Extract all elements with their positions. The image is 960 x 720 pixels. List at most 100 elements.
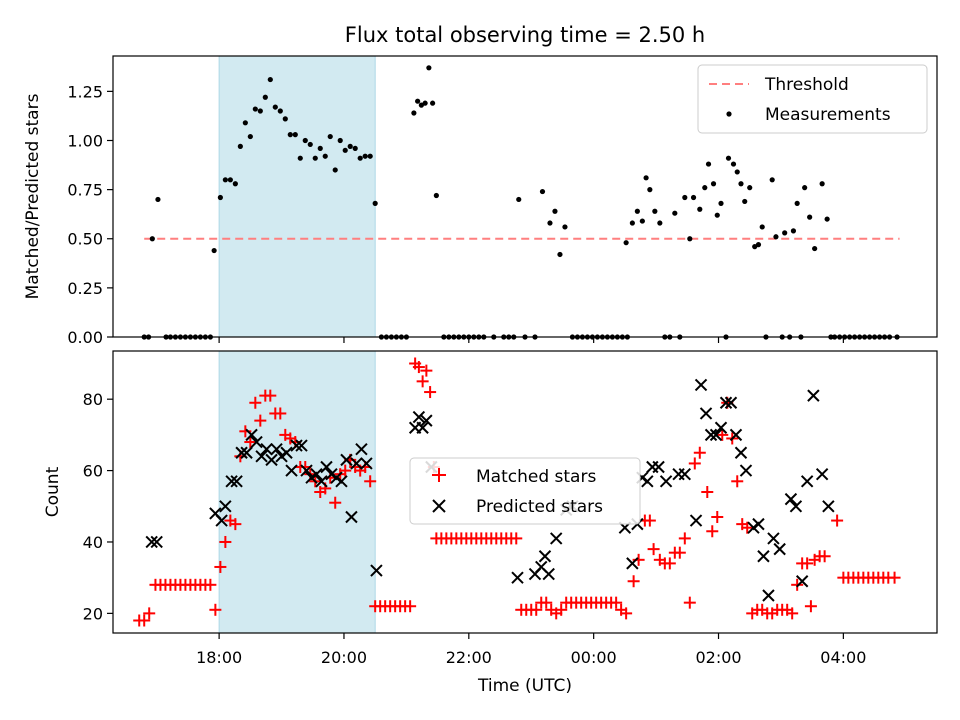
measurement-point <box>639 218 645 224</box>
measurement-point <box>794 200 800 206</box>
top-legend: Threshold Measurements <box>697 64 928 134</box>
matched-star-point <box>647 543 660 556</box>
legend-measurements-swatch <box>726 111 732 117</box>
measurement-point <box>539 188 546 195</box>
measurement-point <box>332 167 338 173</box>
measurement-point <box>211 247 217 254</box>
predicted-star-point <box>752 517 765 531</box>
predicted-star-point <box>285 464 298 477</box>
predicted-star-point <box>724 396 738 409</box>
bottom-legend-frame <box>409 457 641 525</box>
predicted-star-point <box>225 475 238 488</box>
matched-star-point <box>731 475 744 488</box>
predicted-star-point <box>550 532 563 545</box>
matched-star-point <box>673 546 686 559</box>
measurement-point <box>322 153 328 159</box>
measurement-point <box>557 251 563 258</box>
bottom-y-axis-label: Count <box>43 466 63 517</box>
measurement-point <box>367 153 373 159</box>
matched-star-point <box>138 614 151 627</box>
matched-star-point <box>219 535 232 548</box>
predicted-star-point <box>734 446 748 459</box>
matched-star-point <box>804 600 817 613</box>
measurement-point <box>337 137 343 144</box>
predicted-star-point <box>762 589 775 602</box>
matched-star-point <box>143 607 156 620</box>
measurement-point <box>257 108 263 114</box>
predicted-star-point <box>795 575 809 588</box>
predicted-star-point <box>250 435 263 449</box>
predicted-star-point <box>416 421 429 434</box>
measurement-point <box>426 65 432 71</box>
top-y-tick-label: 0.50 <box>67 230 103 249</box>
predicted-star-point <box>300 464 313 477</box>
predicted-star-point <box>757 550 770 563</box>
predicted-star-point <box>230 475 243 488</box>
matched-star-point <box>693 446 706 459</box>
measurement-point <box>747 185 753 191</box>
measurement-point <box>730 161 737 167</box>
predicted-star-point <box>355 442 368 456</box>
matched-star-point <box>888 571 901 584</box>
measurement-point <box>422 100 428 106</box>
predicted-star-point <box>350 457 363 470</box>
bottom-y-tick-label: 20 <box>83 604 103 623</box>
predicted-star-point <box>773 542 786 556</box>
predicted-star-point <box>704 428 718 442</box>
predicted-star-point <box>280 446 293 459</box>
measurement-point <box>217 194 223 201</box>
predicted-star-point <box>235 446 248 459</box>
matched-star-point <box>244 436 257 449</box>
measurement-point <box>155 196 161 203</box>
measurement-point <box>773 234 779 240</box>
top-legend-frame <box>697 64 928 134</box>
x-tick-label: 18:00 <box>196 648 242 667</box>
measurement-point <box>552 208 558 214</box>
matched-star-point <box>254 414 267 427</box>
predicted-star-point <box>295 439 308 452</box>
top-y-tick-label: 1.00 <box>67 131 103 150</box>
measurement-point <box>516 196 522 203</box>
measurement-point <box>629 220 635 226</box>
predicted-star-point <box>340 453 353 467</box>
predicted-star-point <box>345 510 358 524</box>
measurement-point <box>262 94 268 100</box>
predicted-star-point <box>767 532 780 545</box>
matched-star-point <box>209 603 222 616</box>
measurement-point <box>769 177 775 183</box>
measurement-point <box>702 185 708 191</box>
measurement-point <box>824 216 830 222</box>
measurement-point <box>807 214 813 220</box>
matched-star-point <box>786 607 799 620</box>
matched-star-point <box>741 521 754 534</box>
measurement-point <box>697 206 703 212</box>
measurement-point <box>819 181 825 187</box>
predicted-star-point <box>807 389 820 402</box>
top-panel: 0.00 0.25 0.50 0.75 1.00 1.25 Matched/Predict… <box>23 55 938 347</box>
legend-matched-label: Matched stars <box>476 467 596 487</box>
predicted-star-point <box>719 396 733 409</box>
bottom-legend: Matched stars Predicted stars <box>409 457 641 525</box>
bottom-axes-frame <box>112 350 938 634</box>
measurement-point <box>782 230 788 236</box>
measurement-point <box>690 194 697 201</box>
x-axis-ticks: 18:00 20:00 22:00 00:00 02:00 04:00 <box>196 337 866 667</box>
matched-star-point <box>249 396 262 409</box>
measurement-point <box>705 161 712 167</box>
measurement-point <box>342 147 348 153</box>
measurement-point <box>232 181 238 187</box>
measurement-point <box>415 98 421 104</box>
matched-star-point <box>264 389 277 402</box>
predicted-star-point <box>538 550 552 563</box>
matched-star-point <box>510 532 523 545</box>
measurement-point <box>547 220 553 226</box>
measurement-point <box>242 120 248 126</box>
bottom-y-tick-label: 60 <box>83 462 103 481</box>
measurement-point <box>647 187 653 193</box>
measurement-point <box>307 141 313 148</box>
measurement-point <box>734 169 740 175</box>
predicted-star-point <box>270 442 283 456</box>
predicted-star-point <box>784 492 798 506</box>
measurement-point <box>277 108 283 114</box>
